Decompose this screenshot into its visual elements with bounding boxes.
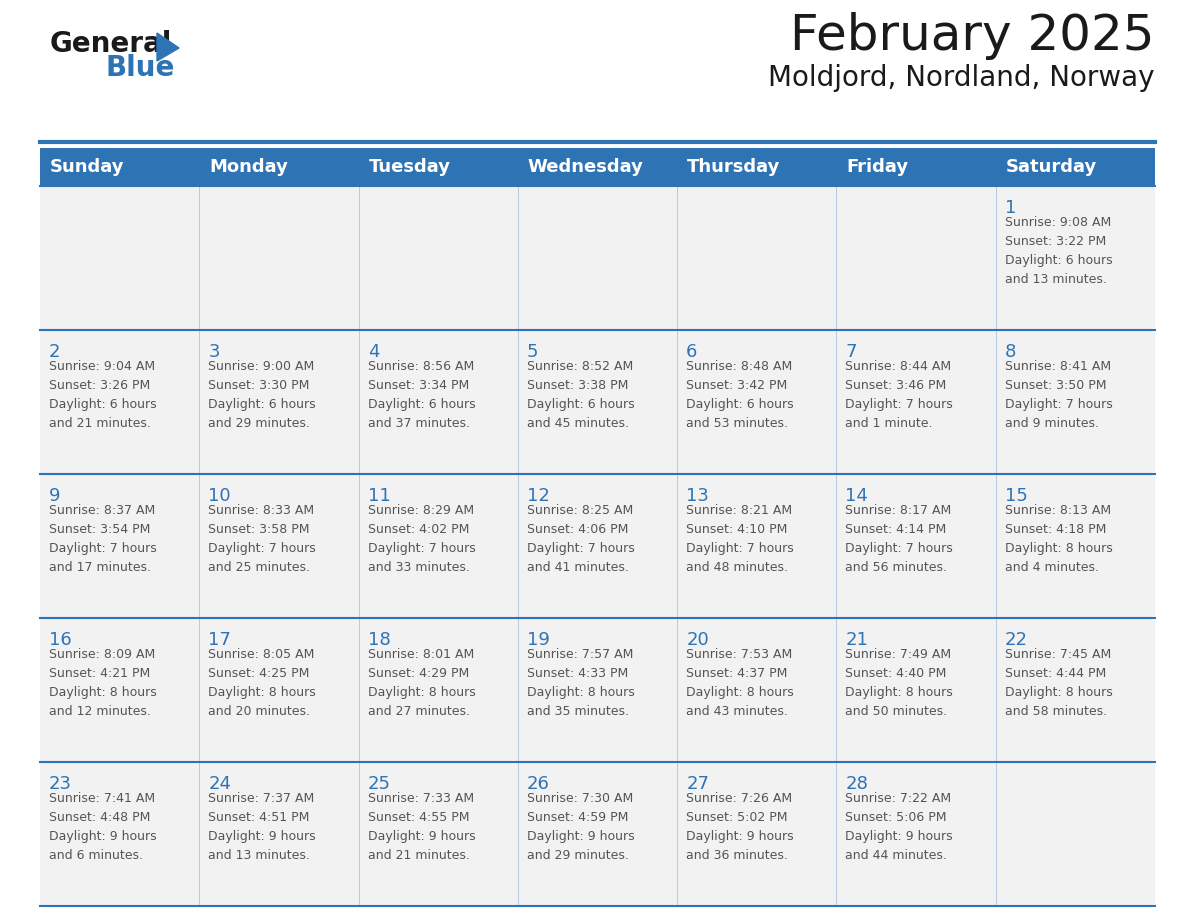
Text: 2: 2	[49, 343, 61, 361]
Text: Sunrise: 7:26 AM
Sunset: 5:02 PM
Daylight: 9 hours
and 36 minutes.: Sunrise: 7:26 AM Sunset: 5:02 PM Dayligh…	[687, 792, 794, 862]
Text: Moldjord, Nordland, Norway: Moldjord, Nordland, Norway	[769, 64, 1155, 92]
Text: Sunrise: 8:41 AM
Sunset: 3:50 PM
Daylight: 7 hours
and 9 minutes.: Sunrise: 8:41 AM Sunset: 3:50 PM Dayligh…	[1005, 360, 1112, 430]
Text: General: General	[50, 30, 172, 58]
Text: 19: 19	[526, 631, 550, 649]
Bar	[40, 762, 1155, 906]
Text: Sunrise: 8:52 AM
Sunset: 3:38 PM
Daylight: 6 hours
and 45 minutes.: Sunrise: 8:52 AM Sunset: 3:38 PM Dayligh…	[526, 360, 634, 430]
Bar	[40, 330, 1155, 474]
Text: 16: 16	[49, 631, 71, 649]
Text: 15: 15	[1005, 487, 1028, 505]
Text: 4: 4	[367, 343, 379, 361]
Text: Sunrise: 8:17 AM
Sunset: 4:14 PM
Daylight: 7 hours
and 56 minutes.: Sunrise: 8:17 AM Sunset: 4:14 PM Dayligh…	[846, 504, 953, 574]
Text: 22: 22	[1005, 631, 1028, 649]
Text: 28: 28	[846, 775, 868, 793]
Text: Sunrise: 7:33 AM
Sunset: 4:55 PM
Daylight: 9 hours
and 21 minutes.: Sunrise: 7:33 AM Sunset: 4:55 PM Dayligh…	[367, 792, 475, 862]
Text: Wednesday: Wednesday	[527, 158, 644, 176]
Text: Sunrise: 9:00 AM
Sunset: 3:30 PM
Daylight: 6 hours
and 29 minutes.: Sunrise: 9:00 AM Sunset: 3:30 PM Dayligh…	[208, 360, 316, 430]
Text: Blue: Blue	[105, 54, 175, 82]
Text: 5: 5	[526, 343, 538, 361]
Text: 25: 25	[367, 775, 391, 793]
Text: Sunrise: 8:37 AM
Sunset: 3:54 PM
Daylight: 7 hours
and 17 minutes.: Sunrise: 8:37 AM Sunset: 3:54 PM Dayligh…	[49, 504, 157, 574]
Text: 11: 11	[367, 487, 391, 505]
Text: February 2025: February 2025	[790, 12, 1155, 60]
Text: 27: 27	[687, 775, 709, 793]
Bar	[40, 474, 1155, 618]
Bar	[40, 186, 1155, 330]
Text: Sunrise: 8:48 AM
Sunset: 3:42 PM
Daylight: 6 hours
and 53 minutes.: Sunrise: 8:48 AM Sunset: 3:42 PM Dayligh…	[687, 360, 794, 430]
Text: Sunrise: 8:33 AM
Sunset: 3:58 PM
Daylight: 7 hours
and 25 minutes.: Sunrise: 8:33 AM Sunset: 3:58 PM Dayligh…	[208, 504, 316, 574]
Text: Sunrise: 7:37 AM
Sunset: 4:51 PM
Daylight: 9 hours
and 13 minutes.: Sunrise: 7:37 AM Sunset: 4:51 PM Dayligh…	[208, 792, 316, 862]
Text: 10: 10	[208, 487, 230, 505]
Text: Sunrise: 8:56 AM
Sunset: 3:34 PM
Daylight: 6 hours
and 37 minutes.: Sunrise: 8:56 AM Sunset: 3:34 PM Dayligh…	[367, 360, 475, 430]
Text: Saturday: Saturday	[1006, 158, 1097, 176]
Text: Friday: Friday	[846, 158, 909, 176]
Text: Sunday: Sunday	[50, 158, 125, 176]
Text: Sunrise: 7:45 AM
Sunset: 4:44 PM
Daylight: 8 hours
and 58 minutes.: Sunrise: 7:45 AM Sunset: 4:44 PM Dayligh…	[1005, 648, 1112, 718]
Text: Sunrise: 9:08 AM
Sunset: 3:22 PM
Daylight: 6 hours
and 13 minutes.: Sunrise: 9:08 AM Sunset: 3:22 PM Dayligh…	[1005, 216, 1112, 286]
Text: Sunrise: 8:13 AM
Sunset: 4:18 PM
Daylight: 8 hours
and 4 minutes.: Sunrise: 8:13 AM Sunset: 4:18 PM Dayligh…	[1005, 504, 1112, 574]
Text: 13: 13	[687, 487, 709, 505]
Text: Sunrise: 8:01 AM
Sunset: 4:29 PM
Daylight: 8 hours
and 27 minutes.: Sunrise: 8:01 AM Sunset: 4:29 PM Dayligh…	[367, 648, 475, 718]
Text: Sunrise: 7:22 AM
Sunset: 5:06 PM
Daylight: 9 hours
and 44 minutes.: Sunrise: 7:22 AM Sunset: 5:06 PM Dayligh…	[846, 792, 953, 862]
Text: Sunrise: 7:53 AM
Sunset: 4:37 PM
Daylight: 8 hours
and 43 minutes.: Sunrise: 7:53 AM Sunset: 4:37 PM Dayligh…	[687, 648, 794, 718]
Text: 23: 23	[49, 775, 72, 793]
Text: 1: 1	[1005, 199, 1016, 217]
Text: 14: 14	[846, 487, 868, 505]
Bar	[40, 618, 1155, 762]
Text: 3: 3	[208, 343, 220, 361]
Text: Sunrise: 8:25 AM
Sunset: 4:06 PM
Daylight: 7 hours
and 41 minutes.: Sunrise: 8:25 AM Sunset: 4:06 PM Dayligh…	[526, 504, 634, 574]
Text: 24: 24	[208, 775, 232, 793]
Text: Sunrise: 7:49 AM
Sunset: 4:40 PM
Daylight: 8 hours
and 50 minutes.: Sunrise: 7:49 AM Sunset: 4:40 PM Dayligh…	[846, 648, 953, 718]
Text: Tuesday: Tuesday	[368, 158, 450, 176]
Text: Sunrise: 8:29 AM
Sunset: 4:02 PM
Daylight: 7 hours
and 33 minutes.: Sunrise: 8:29 AM Sunset: 4:02 PM Dayligh…	[367, 504, 475, 574]
Text: Sunrise: 8:21 AM
Sunset: 4:10 PM
Daylight: 7 hours
and 48 minutes.: Sunrise: 8:21 AM Sunset: 4:10 PM Dayligh…	[687, 504, 794, 574]
Bar	[40, 148, 1155, 186]
Text: 20: 20	[687, 631, 709, 649]
Text: 6: 6	[687, 343, 697, 361]
Text: 18: 18	[367, 631, 391, 649]
Text: Sunrise: 7:41 AM
Sunset: 4:48 PM
Daylight: 9 hours
and 6 minutes.: Sunrise: 7:41 AM Sunset: 4:48 PM Dayligh…	[49, 792, 157, 862]
Text: Sunrise: 8:09 AM
Sunset: 4:21 PM
Daylight: 8 hours
and 12 minutes.: Sunrise: 8:09 AM Sunset: 4:21 PM Dayligh…	[49, 648, 157, 718]
Text: 26: 26	[526, 775, 550, 793]
Polygon shape	[157, 33, 179, 61]
Text: Sunrise: 7:30 AM
Sunset: 4:59 PM
Daylight: 9 hours
and 29 minutes.: Sunrise: 7:30 AM Sunset: 4:59 PM Dayligh…	[526, 792, 634, 862]
Text: 12: 12	[526, 487, 550, 505]
Text: Sunrise: 9:04 AM
Sunset: 3:26 PM
Daylight: 6 hours
and 21 minutes.: Sunrise: 9:04 AM Sunset: 3:26 PM Dayligh…	[49, 360, 157, 430]
Text: Thursday: Thursday	[687, 158, 781, 176]
Text: 17: 17	[208, 631, 232, 649]
Text: Monday: Monday	[209, 158, 289, 176]
Text: 7: 7	[846, 343, 857, 361]
Text: 8: 8	[1005, 343, 1016, 361]
Text: Sunrise: 8:05 AM
Sunset: 4:25 PM
Daylight: 8 hours
and 20 minutes.: Sunrise: 8:05 AM Sunset: 4:25 PM Dayligh…	[208, 648, 316, 718]
Text: Sunrise: 8:44 AM
Sunset: 3:46 PM
Daylight: 7 hours
and 1 minute.: Sunrise: 8:44 AM Sunset: 3:46 PM Dayligh…	[846, 360, 953, 430]
Text: 21: 21	[846, 631, 868, 649]
Text: Sunrise: 7:57 AM
Sunset: 4:33 PM
Daylight: 8 hours
and 35 minutes.: Sunrise: 7:57 AM Sunset: 4:33 PM Dayligh…	[526, 648, 634, 718]
Text: 9: 9	[49, 487, 61, 505]
